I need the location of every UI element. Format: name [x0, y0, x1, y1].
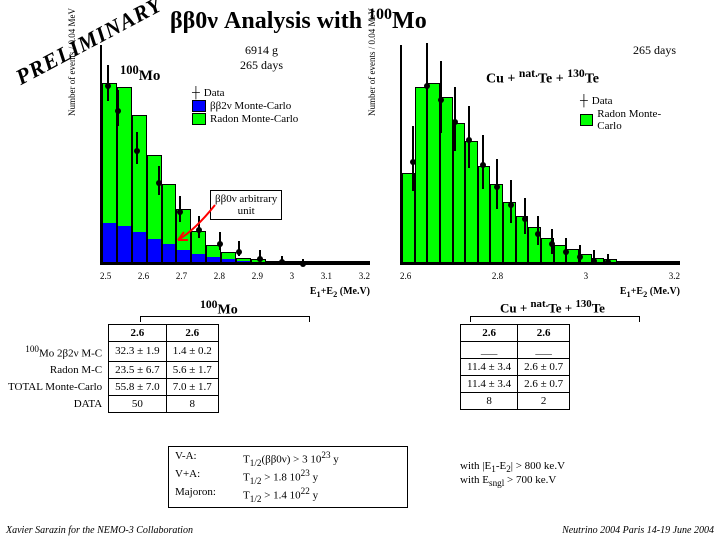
page-title: ββ0ν Analysis with 100Mo	[170, 6, 427, 35]
limits-box: V-A:T1/2(ββ0ν) > 3 1023 yV+A:T1/2 > 1.8 …	[168, 446, 408, 508]
isotope-label: Cu + nat.Te + 130Te	[486, 67, 599, 88]
limits-side: with |E1-E2| > 800 ke.Vwith Esngl > 700 …	[460, 460, 565, 488]
table-right: 2.62.6______11.4 ± 3.42.6 ± 0.711.4 ± 3.…	[460, 324, 570, 410]
chart-meta: 6914 g 265 days	[240, 43, 283, 73]
arrow-icon	[170, 175, 220, 245]
bracket-icon	[140, 316, 310, 322]
xlabel: E1+E2 (Me.V)	[620, 286, 680, 299]
table-left: 2.62.6100Mo 2β2ν M-C32.3 ± 1.91.4 ± 0.2R…	[2, 324, 219, 413]
xticks: 2.52.62.72.82.933.13.2	[100, 271, 370, 281]
mass: 6914 g	[240, 43, 283, 58]
footer-left: Xavier Sarazin for the NEMO-3 Collaborat…	[6, 525, 193, 536]
table-caption-right: Cu + nat.Te + 130Te	[500, 298, 605, 316]
legend: ┼Dataββ2ν Monte-CarloRadon Monte-Carlo	[192, 87, 298, 126]
days: 265 days	[633, 43, 676, 58]
ylabel: Number of events / 0.04 MeV	[367, 8, 377, 116]
xlabel: E1+E2 (Me.V)	[310, 286, 370, 299]
arb-unit-box: ββ0ν arbitraryunit	[210, 190, 282, 220]
xticks: 2.62.833.2	[400, 271, 680, 281]
bracket-icon	[470, 316, 640, 322]
footer-right: Neutrino 2004 Paris 14-19 June 2004	[562, 525, 714, 536]
days: 265 days	[240, 58, 283, 73]
isotope-label: 100Mo	[120, 63, 160, 85]
chart-cute: Number of events / 0.04 MeV 2.62.833.2 E…	[400, 45, 680, 285]
axis-x	[400, 263, 680, 265]
legend: ┼DataRadon Monte-Carlo	[580, 95, 680, 133]
chart-mo100: Number of events / 0.04 MeV 2.52.62.72.8…	[100, 45, 370, 285]
axis-x	[100, 263, 370, 265]
